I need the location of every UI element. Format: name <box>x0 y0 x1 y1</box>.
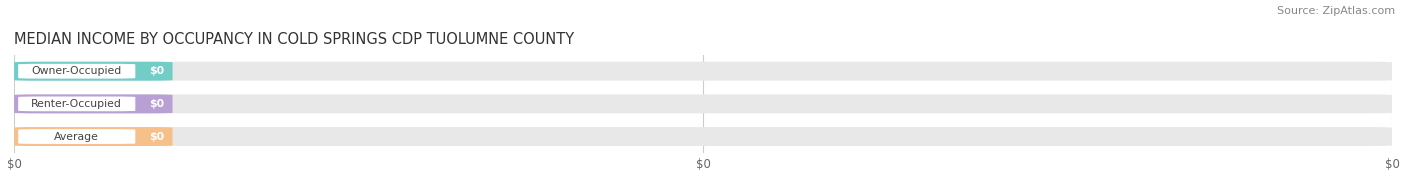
FancyBboxPatch shape <box>14 94 173 113</box>
Text: Owner-Occupied: Owner-Occupied <box>31 66 122 76</box>
Text: MEDIAN INCOME BY OCCUPANCY IN COLD SPRINGS CDP TUOLUMNE COUNTY: MEDIAN INCOME BY OCCUPANCY IN COLD SPRIN… <box>14 32 574 47</box>
Text: $0: $0 <box>149 99 165 109</box>
Text: $0: $0 <box>149 66 165 76</box>
Text: Average: Average <box>55 132 100 142</box>
FancyBboxPatch shape <box>18 129 135 144</box>
Text: Source: ZipAtlas.com: Source: ZipAtlas.com <box>1277 6 1395 16</box>
FancyBboxPatch shape <box>14 94 1392 113</box>
FancyBboxPatch shape <box>14 127 173 146</box>
FancyBboxPatch shape <box>14 62 173 81</box>
Text: $0: $0 <box>149 132 165 142</box>
Text: Renter-Occupied: Renter-Occupied <box>31 99 122 109</box>
FancyBboxPatch shape <box>18 96 135 111</box>
FancyBboxPatch shape <box>18 64 135 79</box>
FancyBboxPatch shape <box>14 62 1392 81</box>
FancyBboxPatch shape <box>14 127 1392 146</box>
